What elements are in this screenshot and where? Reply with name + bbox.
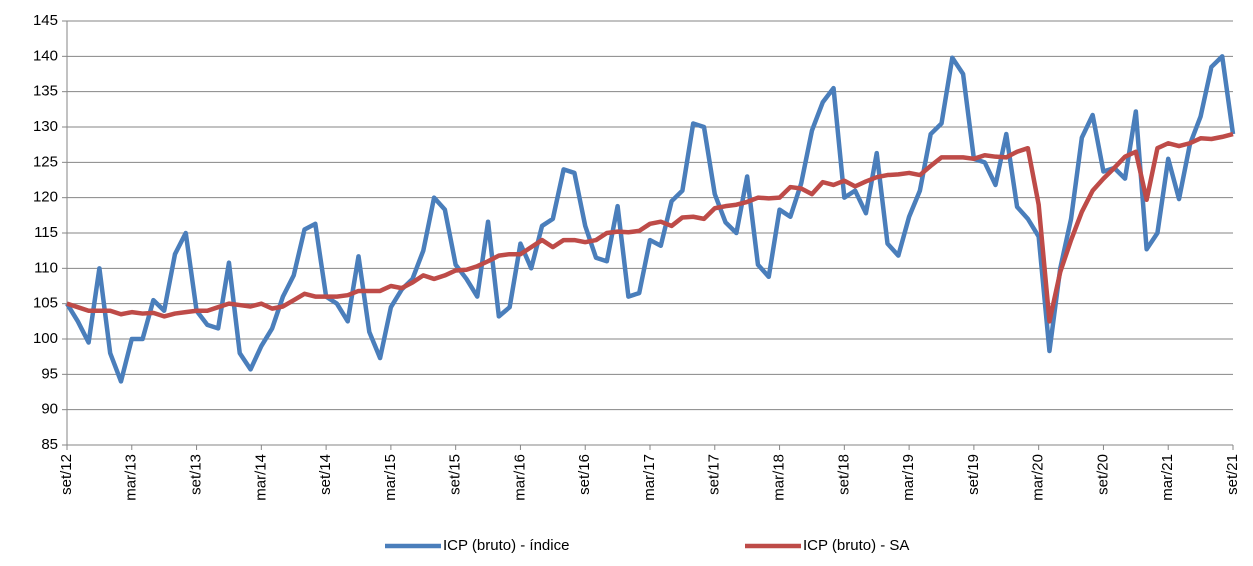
- y-tick-label: 90: [41, 401, 58, 418]
- x-tick-label: set/14: [317, 454, 334, 495]
- x-tick-label: set/19: [965, 454, 982, 495]
- series-line: [66, 131, 1234, 324]
- y-tick-label: 135: [33, 83, 58, 100]
- y-tick-label: 130: [33, 118, 58, 135]
- x-tick-label: mar/17: [641, 454, 658, 501]
- y-tick-label: 115: [34, 224, 58, 241]
- y-tick-label: 140: [33, 47, 58, 64]
- x-tick-label: mar/19: [900, 454, 917, 501]
- y-tick-label: 145: [33, 12, 58, 29]
- x-tick-label: mar/15: [382, 454, 399, 501]
- x-tick-label: set/18: [835, 454, 852, 495]
- legend-label: ICP (bruto) - índice: [443, 537, 569, 554]
- x-tick-label: mar/16: [511, 454, 528, 501]
- x-tick-label: set/12: [58, 454, 75, 495]
- y-tick-label: 120: [33, 189, 58, 206]
- x-tick-label: mar/14: [252, 454, 269, 501]
- x-tick-label: set/13: [188, 454, 205, 495]
- y-tick-label: 125: [33, 153, 58, 170]
- x-tick-label: mar/13: [123, 454, 140, 501]
- series-line: [65, 54, 1236, 384]
- y-tick-label: 85: [41, 436, 58, 453]
- y-tick-label: 100: [33, 330, 58, 347]
- y-tick-label: 110: [34, 259, 58, 276]
- x-tick-label: set/21: [1224, 454, 1241, 495]
- legend-label: ICP (bruto) - SA: [803, 537, 909, 554]
- y-tick-label: 95: [41, 365, 58, 382]
- x-tick-label: set/16: [576, 454, 593, 495]
- x-tick-label: mar/18: [771, 454, 788, 501]
- x-tick-label: set/20: [1094, 454, 1111, 495]
- y-tick-label: 105: [33, 295, 58, 312]
- x-tick-label: set/17: [706, 454, 723, 495]
- x-tick-label: mar/20: [1030, 454, 1047, 501]
- x-tick-label: set/15: [447, 454, 464, 495]
- x-tick-label: mar/21: [1159, 454, 1176, 501]
